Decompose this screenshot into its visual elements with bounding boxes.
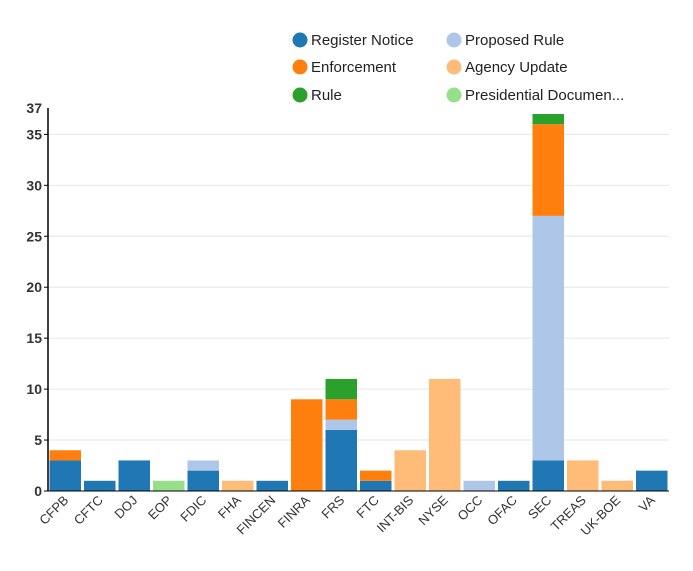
x-tick-label-doj: DOJ: [111, 493, 140, 522]
bar-cfpb-0[interactable]: [49, 460, 82, 491]
bar-frs-2[interactable]: [325, 399, 358, 420]
y-tick-label: 35: [26, 126, 42, 142]
legend-label-2[interactable]: Enforcement: [311, 59, 397, 76]
bar-uk-boe-3[interactable]: [601, 480, 634, 491]
bar-sec-4[interactable]: [532, 114, 565, 125]
y-tick-label: 20: [26, 279, 42, 295]
x-tick-label-occ: OCC: [454, 493, 485, 524]
y-tick-label: 25: [26, 228, 42, 244]
bar-sec-1[interactable]: [532, 215, 565, 461]
bar-treas-3[interactable]: [567, 460, 599, 491]
y-tick-label: 15: [26, 330, 42, 346]
x-tick-label-frs: FRS: [318, 492, 347, 521]
legend-label-4[interactable]: Rule: [311, 87, 342, 104]
bar-frs-4[interactable]: [325, 378, 358, 400]
x-tick-label-nyse: NYSE: [415, 492, 451, 528]
x-tick-label-int-bis: INT-BIS: [374, 492, 417, 535]
bar-ftc-0[interactable]: [360, 480, 392, 491]
legend-swatch-1[interactable]: [446, 32, 462, 48]
bar-fincen-0[interactable]: [256, 480, 289, 491]
bar-sec-2[interactable]: [532, 124, 565, 216]
bar-nyse-3[interactable]: [429, 378, 461, 491]
x-tick-label-sec: SEC: [525, 493, 555, 523]
x-tick-label-fha: FHA: [215, 492, 244, 521]
y-max-label: 37: [26, 100, 42, 116]
x-tick-label-ofac: OFAC: [484, 493, 520, 529]
gridlines: [48, 133, 669, 441]
legend-swatch-0[interactable]: [292, 32, 308, 48]
legend-swatch-4[interactable]: [292, 87, 308, 103]
bar-frs-0[interactable]: [325, 429, 358, 491]
legend-swatch-3[interactable]: [446, 59, 462, 75]
x-tick-label-va: VA: [636, 492, 658, 514]
x-tick-label-finra: FINRA: [275, 492, 313, 530]
y-axis: 0 5 10 15 20 25 30 35 37: [26, 100, 49, 499]
bar-ofac-0[interactable]: [498, 480, 530, 491]
x-tick-label-ftc: FTC: [353, 493, 381, 521]
y-tick-label: 5: [34, 432, 42, 448]
y-tick-label: 0: [34, 483, 42, 499]
bar-va-0[interactable]: [636, 470, 668, 491]
bar-occ-1[interactable]: [463, 480, 496, 491]
bar-fha-3[interactable]: [222, 480, 254, 491]
x-tick-label-fdic: FDIC: [177, 493, 209, 525]
bars: [49, 114, 668, 491]
legend-label-1[interactable]: Proposed Rule: [465, 32, 564, 49]
legend-label-5[interactable]: Presidential Documen...: [465, 87, 624, 104]
x-tick-label-eop: EOP: [145, 493, 175, 523]
bar-int-bis-3[interactable]: [394, 450, 427, 491]
legend-swatch-2[interactable]: [292, 59, 308, 75]
bar-frs-1[interactable]: [325, 419, 358, 430]
y-tick-label: 30: [26, 177, 42, 193]
legend-label-3[interactable]: Agency Update: [465, 59, 568, 76]
bar-fdic-0[interactable]: [187, 470, 220, 491]
bar-sec-0[interactable]: [532, 460, 565, 491]
bar-cftc-0[interactable]: [84, 480, 116, 491]
x-tick-label-fincen: FINCEN: [234, 493, 279, 538]
bar-doj-0[interactable]: [118, 460, 151, 491]
x-tick-label-cftc: CFTC: [71, 493, 106, 528]
bar-fdic-1[interactable]: [187, 460, 220, 471]
bar-cfpb-2[interactable]: [49, 450, 82, 461]
legend-label-0[interactable]: Register Notice: [311, 32, 414, 49]
legend-swatch-5[interactable]: [446, 87, 462, 103]
bar-finra-2[interactable]: [291, 399, 323, 491]
y-tick-label: 10: [26, 381, 42, 397]
bar-eop-5[interactable]: [153, 480, 185, 491]
legend: Register Notice Proposed Rule Enforcement A…: [292, 32, 624, 104]
bar-ftc-2[interactable]: [360, 470, 392, 481]
